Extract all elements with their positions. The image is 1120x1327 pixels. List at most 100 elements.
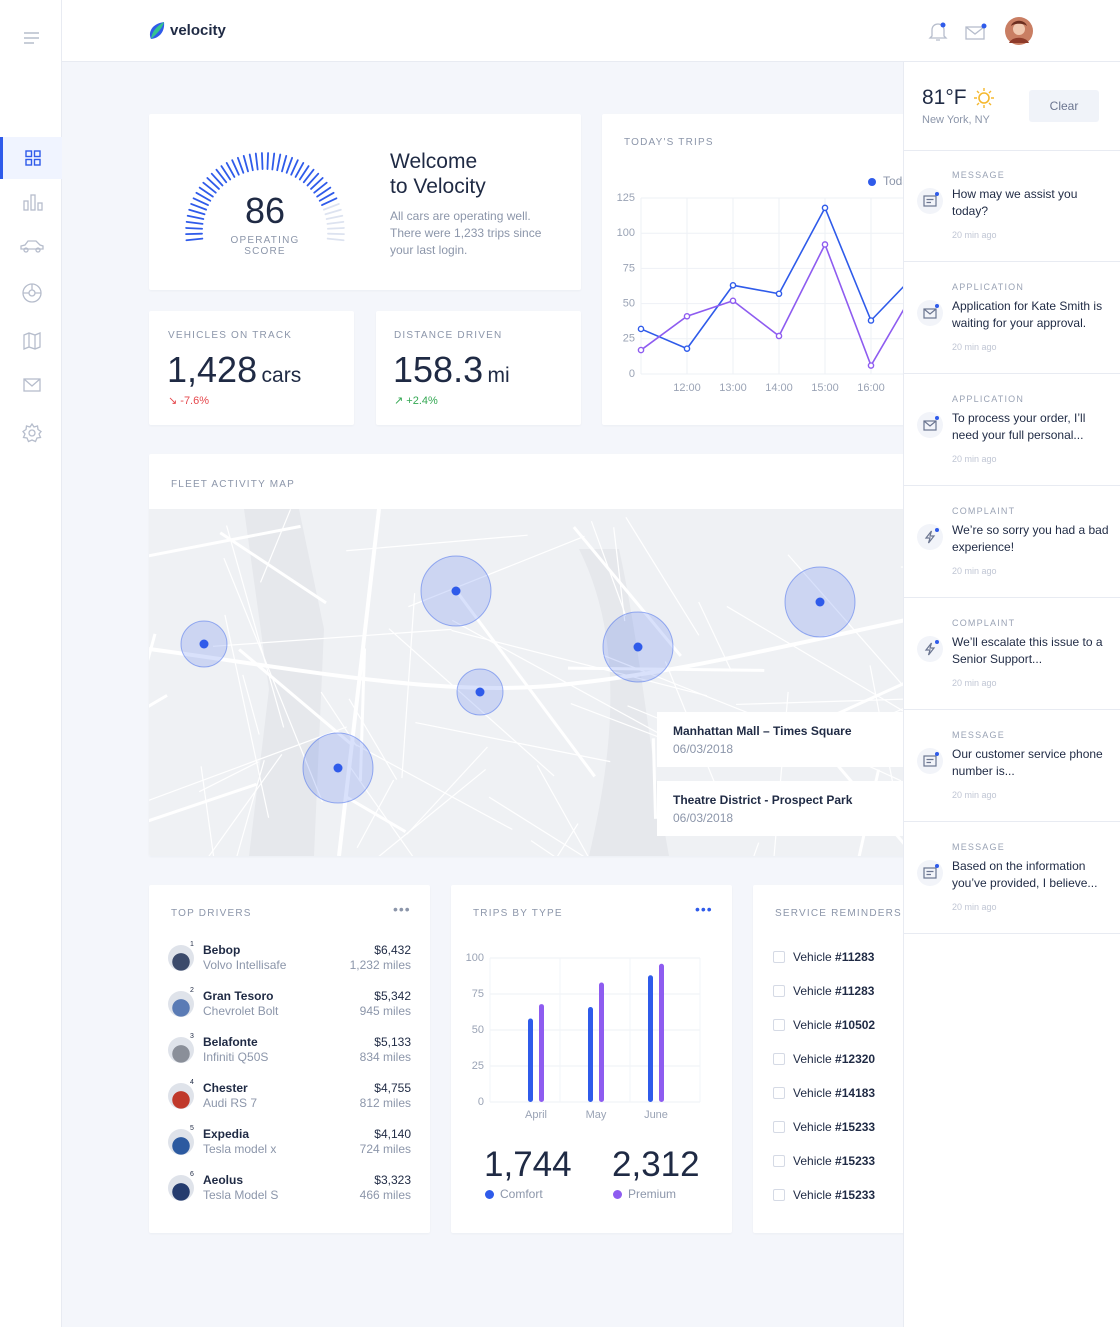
temperature: 81°F <box>922 86 967 109</box>
reminder-checkbox[interactable] <box>773 1087 785 1099</box>
nav-active[interactable] <box>0 137 62 179</box>
street <box>208 754 283 856</box>
map-card: FLEET ACTIVITY MAP Manhattan Mall – Time… <box>149 454 1009 856</box>
driver-name: Gran Tesoro <box>203 989 274 1003</box>
kpi-unit: cars <box>261 364 302 387</box>
notification[interactable]: COMPLAINT We’ll escalate this issue to a … <box>904 598 1120 710</box>
driver-name: Expedia <box>203 1127 250 1141</box>
driver-earnings: $5,133 <box>374 1035 411 1049</box>
notification-category: MESSAGE <box>952 842 1005 852</box>
mail-icon[interactable] <box>965 23 987 41</box>
more-button[interactable]: ••• <box>695 901 713 917</box>
notification-text: We’re so sorry you had a bad experience! <box>952 523 1109 554</box>
reminder-checkbox[interactable] <box>773 1155 785 1167</box>
driver-earnings: $5,342 <box>374 989 411 1003</box>
notification[interactable]: APPLICATION Application for Kate Smith is… <box>904 262 1120 374</box>
street <box>358 648 367 782</box>
street <box>415 721 611 763</box>
card-title: SERVICE REMINDERS <box>775 908 902 919</box>
bell-icon[interactable] <box>928 21 948 43</box>
legend-label: Premium <box>628 1187 677 1201</box>
reminder-prefix: Vehicle <box>793 1120 832 1134</box>
street <box>378 769 486 856</box>
nav-settings[interactable] <box>22 423 42 443</box>
notification-time: 20 min ago <box>952 230 997 240</box>
notification-time: 20 min ago <box>952 790 997 800</box>
activity-dot <box>815 597 825 607</box>
notification[interactable]: APPLICATION To process your order, I’ll n… <box>904 374 1120 486</box>
driver-name: Aeolus <box>203 1173 244 1187</box>
clear-button[interactable]: Clear <box>1029 90 1099 122</box>
reminder-label: Vehicle #15233 <box>793 1154 875 1168</box>
driver-avatar: 1 <box>168 941 195 971</box>
street <box>350 741 513 830</box>
notification-time: 20 min ago <box>952 566 997 576</box>
notification[interactable]: COMPLAINT We’re so sorry you had a bad ex… <box>904 486 1120 598</box>
street <box>198 761 259 793</box>
street <box>613 527 626 622</box>
nav-map[interactable] <box>23 332 41 350</box>
location-date: 06/03/2018 <box>673 742 734 756</box>
trips-type-card: TRIPS BY TYPE ••• 1,744 Comfort 2,312 Premi… <box>451 885 732 1233</box>
welcome-title-line: to Velocity <box>390 175 486 198</box>
welcome-card: Welcome to Velocity All cars are operati… <box>149 114 581 290</box>
street <box>590 521 627 616</box>
notification-category: APPLICATION <box>952 394 1025 404</box>
street <box>406 746 488 835</box>
reminder-prefix: Vehicle <box>793 984 832 998</box>
menu-icon[interactable] <box>24 32 40 44</box>
driver-rank: 6 <box>189 1171 195 1178</box>
avatar[interactable] <box>1005 17 1033 45</box>
street <box>259 509 292 583</box>
map[interactable] <box>149 509 1009 856</box>
notification-category: APPLICATION <box>952 282 1025 292</box>
driver-rank: 2 <box>189 987 195 994</box>
reminder-checkbox[interactable] <box>773 1019 785 1031</box>
kpi-label: VEHICLES ON TRACK <box>168 330 293 341</box>
nav-mail[interactable] <box>23 378 41 392</box>
notification-text: We’ll escalate this issue to a Senior Su… <box>952 635 1103 666</box>
notification[interactable]: MESSAGE Based on the information you’ve p… <box>904 822 1120 934</box>
more-button[interactable]: ••• <box>393 901 411 917</box>
nav-cars[interactable] <box>20 239 44 253</box>
reminder-prefix: Vehicle <box>793 1052 832 1066</box>
driver-name: Belafonte <box>203 1035 258 1049</box>
reminder-prefix: Vehicle <box>793 950 832 964</box>
driver-rank: 4 <box>189 1079 195 1086</box>
reminder-id: #15233 <box>835 1188 876 1202</box>
reminder-checkbox[interactable] <box>773 985 785 997</box>
driver-car: Tesla model x <box>203 1142 277 1156</box>
driver-earnings: $4,140 <box>374 1127 411 1141</box>
reminder-prefix: Vehicle <box>793 1188 832 1202</box>
notification-icon <box>917 636 943 662</box>
drivers-card: TOP DRIVERS ••• 1 Bebop Volvo Intellisafe $… <box>149 885 430 1233</box>
nav-wheel[interactable] <box>20 282 44 304</box>
street <box>572 526 682 657</box>
reminder-checkbox[interactable] <box>773 1121 785 1133</box>
reminder-label: Vehicle #12320 <box>793 1052 875 1066</box>
notification[interactable]: MESSAGE How may we assist you today? 20 mi… <box>904 150 1120 262</box>
notification-category: MESSAGE <box>952 730 1005 740</box>
brand: velocity <box>170 22 226 39</box>
reminder-checkbox[interactable] <box>773 951 785 963</box>
kpi-value-row: 1,428 cars <box>167 349 301 391</box>
header: velocity <box>62 0 1120 62</box>
reminder-checkbox[interactable] <box>773 1189 785 1201</box>
reminder-id: #15233 <box>835 1154 876 1168</box>
driver-earnings: $6,432 <box>374 943 411 957</box>
gauge-label: OPERATING SCORE <box>230 235 300 257</box>
reminder-checkbox[interactable] <box>773 1053 785 1065</box>
welcome-title-line: Welcome <box>390 150 478 173</box>
nav-stats[interactable] <box>23 193 43 211</box>
notification[interactable]: MESSAGE Our customer service phone number… <box>904 710 1120 822</box>
driver-miles: 724 miles <box>359 1142 411 1156</box>
street <box>488 796 585 856</box>
driver-miles: 812 miles <box>359 1096 411 1110</box>
nav-dashboard[interactable] <box>25 150 41 166</box>
notification-text: To process your order, I’ll need your fu… <box>952 411 1086 442</box>
welcome-text: All cars are operating well. There were … <box>390 209 542 257</box>
reminder-label: Vehicle #11283 <box>793 950 874 964</box>
kpi-change-value: +2.4% <box>406 395 438 407</box>
notification-category: COMPLAINT <box>952 506 1016 516</box>
